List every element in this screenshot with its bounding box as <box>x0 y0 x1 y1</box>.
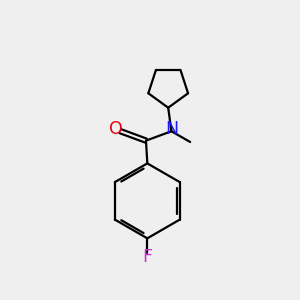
Text: F: F <box>142 248 152 266</box>
Text: O: O <box>109 120 123 138</box>
Text: N: N <box>165 120 178 138</box>
